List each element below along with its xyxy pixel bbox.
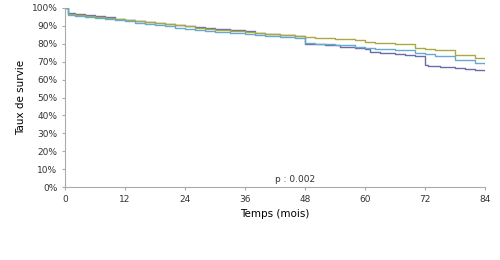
Text: p : 0.002: p : 0.002 (275, 175, 315, 184)
X-axis label: Temps (mois): Temps (mois) (240, 209, 310, 219)
Y-axis label: Taux de survie: Taux de survie (16, 60, 26, 135)
